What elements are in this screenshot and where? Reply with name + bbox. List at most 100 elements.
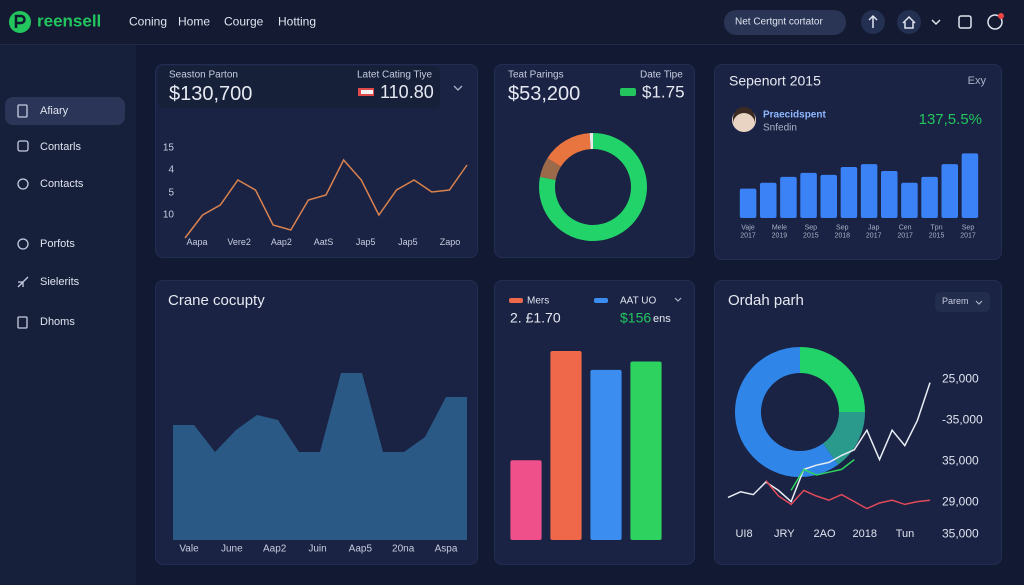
x-tick-label: Sep 2018 <box>834 224 851 239</box>
x-tick-label: Jap 2017 <box>865 224 882 239</box>
panel-title: Sepenort 2015 <box>729 72 821 89</box>
stat-value: $156 <box>620 309 652 326</box>
donut-segment <box>799 347 865 413</box>
panel-title: Ordah parh <box>728 291 804 309</box>
sidebar-item[interactable]: Sielerits <box>40 275 80 288</box>
x-tick-label: June <box>220 543 243 555</box>
sidebar-item[interactable]: Afiary <box>40 104 69 117</box>
notification-dot <box>998 13 1004 19</box>
sidebar-icons <box>17 104 29 329</box>
bar <box>860 164 878 218</box>
x-tick-label: Aapa <box>186 237 208 248</box>
x-tick-label: Sep 2017 <box>960 224 976 239</box>
chevron[interactable] <box>453 85 463 91</box>
stat-value: $53,200 <box>508 83 581 105</box>
legend-label: Mers <box>527 295 550 307</box>
bar <box>820 174 838 218</box>
y-tick-label: 10 <box>162 209 174 221</box>
dropdown[interactable] <box>935 292 990 312</box>
search-box[interactable] <box>724 10 846 35</box>
bar <box>800 172 817 218</box>
panel-title: Crane cocupty <box>168 291 265 309</box>
icon-button[interactable] <box>897 10 921 34</box>
stat-value: 110.80 <box>380 82 434 103</box>
bar <box>880 170 898 218</box>
stat-label: Teat Parings <box>508 69 564 81</box>
chevron <box>975 300 983 305</box>
panel <box>714 64 1002 260</box>
chevron[interactable] <box>931 19 941 26</box>
donut-segment <box>547 133 592 167</box>
x-tick-label: Jap5 <box>398 237 418 248</box>
x-tick-label: Vale <box>179 543 199 555</box>
stat-value: 2. £1.70 <box>510 309 561 326</box>
donut-segment <box>539 158 562 181</box>
bar <box>630 361 662 540</box>
x-tick-label: Sep 2015 <box>803 224 819 239</box>
stat-label: Latet Cating Tiye <box>357 69 433 81</box>
y-tick-label: 29,000 <box>942 494 979 509</box>
bar <box>550 351 582 540</box>
bar <box>901 182 918 218</box>
badge <box>620 88 636 96</box>
y-tick-label: 5 <box>168 187 174 199</box>
x-tick-label: Tpn 2015 <box>928 224 945 239</box>
x-tick-label: Tun <box>895 527 915 540</box>
icon[interactable] <box>958 15 972 29</box>
y-tick-label: 35,000 <box>942 453 979 468</box>
legend-label: AAT UO <box>620 295 657 307</box>
nav-item[interactable]: Hotting <box>278 14 317 29</box>
x-tick-label: 2AO <box>813 527 836 540</box>
stat-label: Seaston Parton <box>169 69 238 81</box>
sidebar <box>0 45 136 585</box>
x-tick-label: Jap5 <box>355 237 376 248</box>
sidebar-item[interactable]: Porfots <box>40 237 75 250</box>
y-tick-label: -35,000 <box>942 412 983 427</box>
x-tick-label: 20na <box>392 543 415 555</box>
x-tick-label: Juin <box>308 543 327 555</box>
bar <box>780 176 797 218</box>
area <box>173 373 467 540</box>
bar <box>510 460 542 540</box>
panel-action[interactable]: Exy <box>967 74 986 87</box>
sidebar-item[interactable]: Contacts <box>40 177 84 190</box>
person-name: Praecidspent <box>763 109 826 121</box>
change-value: 137,5.5% <box>918 110 982 128</box>
avatar-icon[interactable] <box>987 14 1003 30</box>
x-tick-label: Vere2 <box>227 237 251 248</box>
bar <box>921 176 938 218</box>
sidebar-item[interactable]: Contarls <box>40 140 81 153</box>
stat-unit: ens <box>653 312 671 325</box>
bar <box>961 153 979 218</box>
top-bar <box>0 0 1024 45</box>
nav-item[interactable]: Home <box>178 14 211 29</box>
sidebar-item[interactable]: Dhoms <box>40 315 75 328</box>
bar <box>590 369 622 540</box>
stat-value: $130,700 <box>169 83 253 105</box>
x-tick-label: Aap2 <box>270 237 292 248</box>
icon <box>868 14 878 28</box>
nav-item[interactable]: Courge <box>224 14 264 29</box>
x-tick-label: Aap2 <box>262 543 287 555</box>
bar <box>739 188 757 218</box>
icon <box>902 15 916 29</box>
chevron[interactable] <box>674 297 682 302</box>
dropdown-label[interactable]: Parem <box>942 296 969 307</box>
y-tick-label: 15 <box>162 142 174 154</box>
y-tick-label: 25,000 <box>942 371 979 386</box>
donut-segment <box>735 347 839 477</box>
x-tick-label: UI8 <box>735 527 753 540</box>
search-placeholder[interactable]: Net Certgnt cortator <box>735 16 823 28</box>
x-tick-label: JRY <box>773 527 795 540</box>
donut-segment <box>822 411 865 465</box>
line <box>765 480 931 510</box>
line <box>790 459 855 491</box>
x-tick-label: 2018 <box>852 527 877 540</box>
x-tick-label: Aap5 <box>348 543 373 555</box>
x-tick-label: Aspa <box>434 543 458 555</box>
logo-glyph <box>14 14 26 28</box>
nav-item[interactable]: Coning <box>129 14 168 29</box>
active-item-bg <box>5 97 125 125</box>
